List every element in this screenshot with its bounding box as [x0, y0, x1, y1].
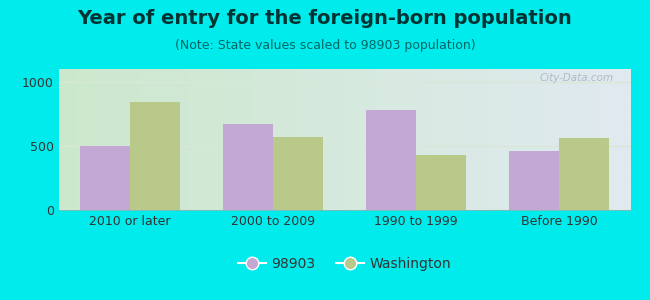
Bar — [223, 124, 273, 210]
Text: City-Data.com: City-Data.com — [540, 73, 614, 83]
Bar — [130, 102, 180, 210]
Bar — [416, 155, 466, 210]
Text: Year of entry for the foreign-born population: Year of entry for the foreign-born popul… — [77, 9, 573, 28]
Bar — [509, 151, 559, 210]
Bar — [80, 146, 130, 210]
Bar — [273, 137, 323, 210]
Bar — [366, 110, 416, 210]
Legend: 98903, Washington: 98903, Washington — [232, 251, 457, 276]
Text: (Note: State values scaled to 98903 population): (Note: State values scaled to 98903 popu… — [175, 39, 475, 52]
Bar — [559, 138, 609, 210]
